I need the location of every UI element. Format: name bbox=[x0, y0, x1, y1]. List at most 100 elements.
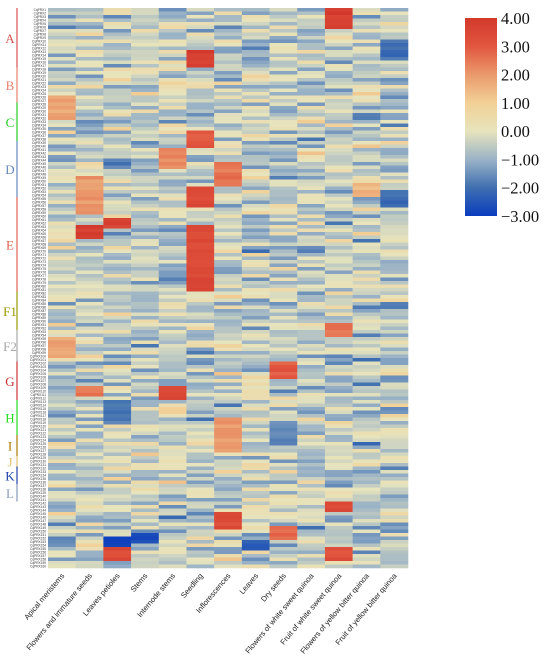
heatmap-cell bbox=[324, 358, 353, 362]
heatmap-cell bbox=[75, 78, 104, 82]
heatmap-cell bbox=[352, 344, 381, 348]
heatmap-cell bbox=[380, 421, 409, 425]
heatmap-cell bbox=[48, 242, 76, 247]
heatmap-cell bbox=[241, 200, 270, 205]
heatmap-cell bbox=[352, 330, 381, 334]
heatmap-cell bbox=[214, 155, 243, 159]
heatmap-cell bbox=[131, 204, 160, 208]
heatmap-cell bbox=[103, 529, 132, 534]
heatmap-cell bbox=[380, 442, 409, 446]
heatmap-cell bbox=[103, 127, 132, 131]
heatmap-cell bbox=[241, 211, 270, 215]
heatmap-cell bbox=[380, 526, 409, 530]
heatmap-cell bbox=[186, 372, 215, 376]
heatmap-cell bbox=[48, 95, 76, 100]
heatmap-cell bbox=[324, 263, 353, 268]
heatmap-cell bbox=[186, 249, 215, 254]
heatmap-cell bbox=[324, 501, 353, 506]
heatmap-cell bbox=[186, 316, 215, 320]
heatmap-cell bbox=[324, 64, 353, 68]
heatmap-cell bbox=[297, 179, 326, 184]
row-label: CqPRX115 bbox=[30, 407, 46, 411]
heatmap-cell bbox=[186, 137, 215, 142]
heatmap-cell bbox=[103, 330, 132, 334]
heatmap-cell bbox=[214, 64, 243, 68]
heatmap-cell bbox=[158, 473, 187, 478]
heatmap-cell bbox=[48, 438, 76, 443]
heatmap-cell bbox=[158, 11, 187, 16]
heatmap-cell bbox=[131, 253, 160, 257]
heatmap-cell bbox=[48, 134, 76, 138]
heatmap-cell bbox=[269, 445, 298, 450]
heatmap-cell bbox=[158, 326, 187, 331]
heatmap-cell bbox=[352, 53, 381, 58]
heatmap-cell bbox=[75, 403, 104, 408]
heatmap-cell bbox=[48, 421, 76, 425]
heatmap-cell bbox=[103, 263, 132, 268]
heatmap-cell bbox=[158, 288, 187, 292]
heatmap-cell bbox=[186, 148, 215, 152]
heatmap-cell bbox=[214, 512, 243, 516]
heatmap-cell bbox=[269, 515, 298, 520]
heatmap-cell bbox=[352, 435, 381, 439]
heatmap-cell bbox=[297, 498, 326, 502]
heatmap-cell bbox=[324, 365, 353, 369]
heatmap-cell bbox=[186, 501, 215, 506]
heatmap-cell bbox=[131, 36, 160, 40]
heatmap-cell bbox=[269, 169, 298, 173]
row-label: CqPRX16 bbox=[32, 60, 46, 64]
heatmap-cell bbox=[48, 375, 76, 380]
heatmap-cell bbox=[214, 333, 243, 338]
heatmap-cell bbox=[158, 498, 187, 502]
heatmap-cell bbox=[297, 137, 326, 142]
heatmap-cell bbox=[241, 463, 270, 467]
heatmap-cell bbox=[131, 18, 160, 23]
heatmap-cell bbox=[324, 95, 353, 100]
heatmap-cell bbox=[75, 148, 104, 152]
heatmap-cell bbox=[241, 221, 270, 226]
row-label: CqPRX11 bbox=[32, 43, 46, 47]
heatmap-cell bbox=[75, 505, 104, 509]
row-label: CqPRX144 bbox=[30, 508, 46, 512]
heatmap-cell bbox=[186, 561, 215, 565]
heatmap-cell bbox=[380, 148, 409, 152]
heatmap-cell bbox=[48, 130, 76, 135]
heatmap-cell bbox=[241, 15, 270, 19]
heatmap-cell bbox=[380, 361, 409, 366]
heatmap-cell bbox=[48, 71, 76, 75]
row-label: CqPRX125 bbox=[30, 442, 46, 446]
heatmap-cell bbox=[158, 15, 187, 19]
heatmap-cell bbox=[352, 309, 381, 313]
heatmap-cell bbox=[380, 32, 409, 37]
heatmap-cell bbox=[214, 445, 243, 450]
heatmap-cell bbox=[214, 431, 243, 436]
heatmap-cell bbox=[214, 29, 243, 33]
heatmap-cell bbox=[269, 428, 298, 432]
heatmap-cell bbox=[324, 351, 353, 355]
heatmap-cell bbox=[352, 116, 381, 121]
heatmap-cell bbox=[48, 508, 76, 513]
heatmap-cell bbox=[186, 123, 215, 128]
heatmap-cell bbox=[214, 382, 243, 387]
heatmap-cell bbox=[158, 165, 187, 170]
heatmap-cell bbox=[186, 291, 215, 296]
heatmap-cell bbox=[103, 197, 132, 201]
heatmap-cell bbox=[103, 449, 132, 453]
heatmap-cell bbox=[103, 232, 132, 236]
heatmap-cell bbox=[297, 165, 326, 170]
heatmap-cell bbox=[269, 246, 298, 250]
heatmap-cell bbox=[269, 379, 298, 383]
heatmap-cell bbox=[103, 267, 132, 271]
heatmap-cell bbox=[214, 515, 243, 520]
heatmap-cell bbox=[131, 64, 160, 68]
row-label: CqPRX74 bbox=[32, 263, 46, 267]
heatmap-cell bbox=[214, 459, 243, 464]
heatmap-cell bbox=[297, 494, 326, 499]
heatmap-cell bbox=[324, 316, 353, 320]
heatmap-cell bbox=[186, 298, 215, 303]
heatmap-cell bbox=[380, 463, 409, 467]
heatmap-cell bbox=[75, 309, 104, 313]
heatmap-cell bbox=[75, 183, 104, 187]
heatmap-cell bbox=[241, 134, 270, 138]
heatmap-cell bbox=[48, 326, 76, 331]
